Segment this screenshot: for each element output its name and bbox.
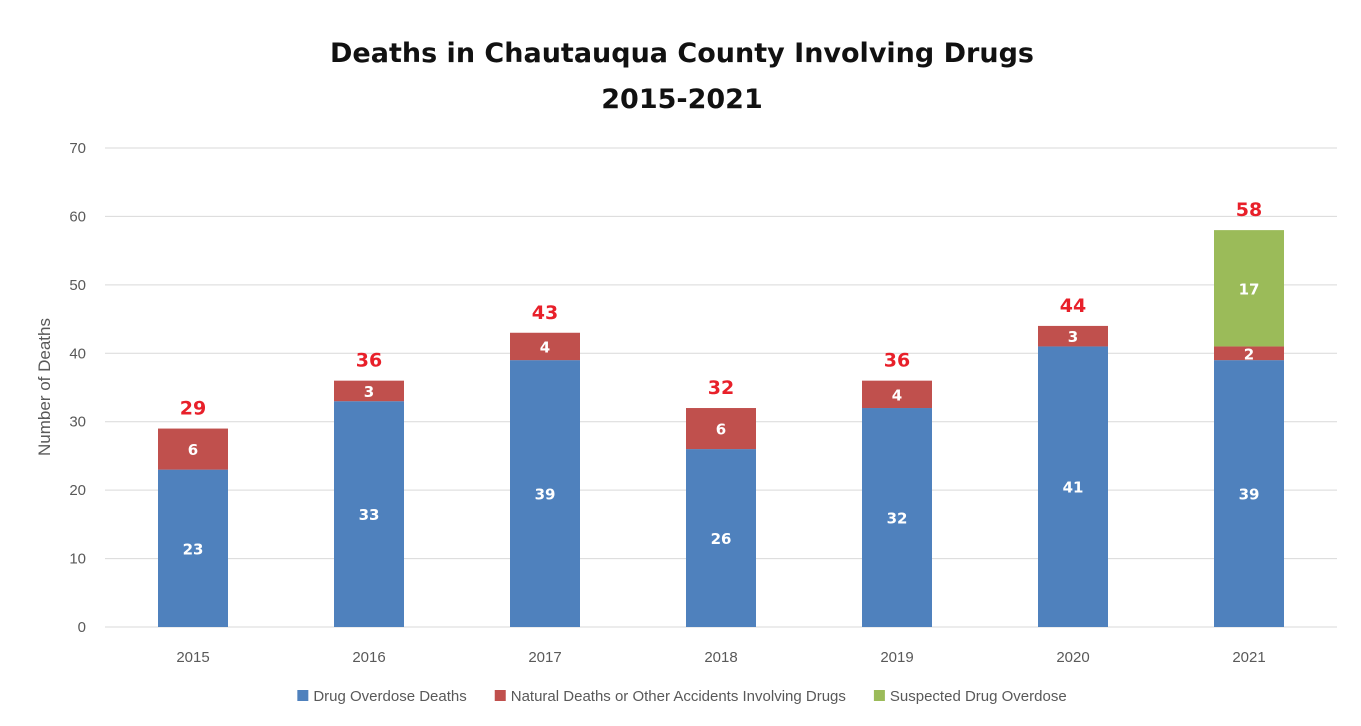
x-tick-label: 2020 xyxy=(1056,649,1089,666)
x-tick-label: 2018 xyxy=(704,649,737,666)
bar-segment xyxy=(158,469,228,627)
legend-label: Suspected Drug Overdose xyxy=(890,688,1067,705)
bar-value-label: 3 xyxy=(1068,328,1078,346)
chart-title: Deaths in Chautauqua County Involving Dr… xyxy=(330,38,1034,69)
legend-item: Suspected Drug Overdose xyxy=(873,688,1067,705)
x-tick-label: 2016 xyxy=(352,649,385,666)
bar-total-label: 36 xyxy=(356,350,382,372)
bar-segment xyxy=(1214,360,1284,627)
bar-value-label: 39 xyxy=(1239,486,1260,504)
y-axis-label: Number of Deaths xyxy=(35,318,54,456)
bar-value-label: 3 xyxy=(364,383,374,401)
bar-segment xyxy=(1038,325,1108,347)
y-tick-label: 10 xyxy=(69,551,86,568)
x-axis-ticks: 2015 2016 2017 2018 2019 2020 2021 xyxy=(176,649,1265,666)
y-tick-label: 0 xyxy=(78,619,86,636)
bar-segment xyxy=(510,332,580,361)
bar-segment xyxy=(1214,230,1284,347)
y-tick-label: 40 xyxy=(69,345,86,362)
legend-swatch xyxy=(494,690,506,701)
legend-swatch xyxy=(297,690,309,701)
bar-segment xyxy=(686,408,756,450)
y-tick-label: 30 xyxy=(69,414,86,431)
bar-segment xyxy=(334,401,404,627)
bar-segment xyxy=(334,380,404,402)
bar-segment xyxy=(510,360,580,627)
bar-value-label: 32 xyxy=(887,510,908,528)
bar-value-label: 2 xyxy=(1244,345,1254,363)
bar-value-label: 6 xyxy=(188,441,198,459)
legend-item: Natural Deaths or Other Accidents Involv… xyxy=(494,688,846,705)
bar-value-label: 23 xyxy=(183,540,204,558)
y-axis-ticks: 0 10 20 30 40 50 60 70 xyxy=(69,140,86,636)
bar-segment xyxy=(862,408,932,627)
y-tick-label: 60 xyxy=(69,208,86,225)
x-tick-label: 2017 xyxy=(528,649,561,666)
bar-value-label: 26 xyxy=(711,530,732,548)
bar-value-label: 4 xyxy=(892,386,902,404)
bar-value-label: 6 xyxy=(716,421,726,439)
y-tick-label: 70 xyxy=(69,140,86,157)
bar-segment xyxy=(686,449,756,627)
bar-value-label: 17 xyxy=(1239,280,1260,298)
bar-segment xyxy=(862,380,932,409)
legend-item: Drug Overdose Deaths xyxy=(297,688,467,705)
legend: Drug Overdose Deaths Natural Deaths or Ot… xyxy=(297,688,1067,705)
bar-value-label: 41 xyxy=(1063,479,1084,497)
legend-swatch xyxy=(873,690,885,701)
legend-label: Natural Deaths or Other Accidents Involv… xyxy=(511,688,846,705)
x-tick-label: 2021 xyxy=(1232,649,1265,666)
bar-segment xyxy=(1038,346,1108,627)
bar-total-label: 58 xyxy=(1236,199,1262,221)
bar-value-label: 33 xyxy=(359,506,380,524)
bar-total-label: 43 xyxy=(532,302,558,324)
bar-value-label: 39 xyxy=(535,486,556,504)
x-tick-label: 2015 xyxy=(176,649,209,666)
chart-subtitle: 2015-2021 xyxy=(601,84,763,115)
bar-total-label: 32 xyxy=(708,377,734,399)
bar-total-label: 44 xyxy=(1060,295,1086,317)
bar-total-label: 29 xyxy=(180,398,206,420)
y-tick-label: 20 xyxy=(69,482,86,499)
bar-segment xyxy=(1214,346,1284,361)
bar-value-label: 4 xyxy=(540,338,550,356)
bar-total-label: 36 xyxy=(884,350,910,372)
legend-label: Drug Overdose Deaths xyxy=(313,688,466,705)
y-tick-label: 50 xyxy=(69,277,86,294)
x-tick-label: 2019 xyxy=(880,649,913,666)
bar-segment xyxy=(158,428,228,470)
bars xyxy=(158,230,1284,627)
